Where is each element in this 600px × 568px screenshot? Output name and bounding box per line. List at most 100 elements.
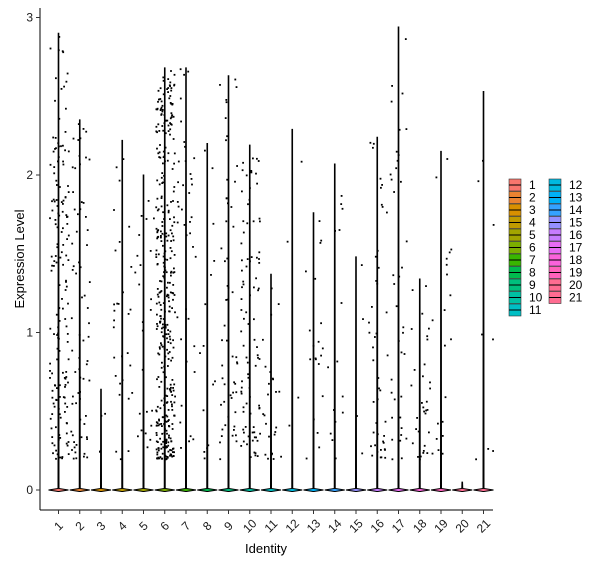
expression-point [158,130,161,132]
expression-point [53,260,56,262]
expression-point [168,335,171,338]
expression-point [173,162,175,165]
expression-point [160,100,163,103]
expression-point [64,318,67,320]
expression-point [173,73,176,76]
expression-point [160,176,163,179]
expression-point [258,262,261,264]
expression-point [233,381,235,384]
expression-point [192,246,194,248]
expression-point [60,251,63,254]
expression-point [64,411,66,413]
expression-point [55,313,58,316]
expression-point [189,173,192,175]
expression-point [445,263,448,266]
expression-point [156,107,159,110]
expression-point [321,395,324,398]
expression-point [155,421,158,424]
expression-point [232,225,235,228]
expression-point [160,290,163,292]
expression-point [66,72,69,75]
expression-point [242,231,245,234]
expression-point [157,123,160,126]
expression-point [446,273,448,276]
expression-point [162,371,165,374]
expression-point [173,84,175,87]
expression-point [162,211,164,214]
expression-point [67,441,70,443]
expression-point [65,285,68,288]
expression-point [54,137,57,139]
expression-point [82,339,85,342]
expression-point [172,451,174,453]
expression-point [225,299,228,301]
expression-point [51,264,53,267]
expression-point [168,436,170,439]
expression-point [219,441,221,444]
expression-point [247,203,249,206]
expression-point [391,85,393,87]
expression-point [384,449,386,451]
x-tick-label: 20 [453,516,473,536]
expression-point [56,226,59,229]
expression-point [190,178,193,180]
expression-point [305,457,308,460]
expression-point [377,377,380,379]
expression-point [164,132,167,135]
violin-13 [303,212,324,492]
expression-point [450,248,453,251]
expression-point [130,266,133,268]
expression-point [157,208,160,211]
expression-point [246,443,248,446]
expression-point [258,358,261,360]
expression-point [268,382,270,385]
expression-point [85,130,88,133]
expression-point [49,362,51,365]
expression-point [166,239,169,242]
expression-point [171,103,174,106]
expression-point [223,400,226,403]
expression-point [170,453,173,456]
expression-point [74,451,77,454]
expression-point [131,392,134,394]
legend-item-20: 20 [548,278,583,292]
expression-point [372,401,375,403]
expression-point [153,217,155,220]
expression-point [273,433,276,436]
legend-label: 17 [569,241,583,255]
expression-point [161,221,164,223]
expression-point [165,420,168,423]
expression-point [146,410,148,413]
expression-point [318,220,321,222]
expression-point [162,181,164,184]
expression-point [173,294,176,296]
expression-point [431,452,434,455]
expression-point [168,310,170,313]
expression-point [372,146,374,149]
expression-point [67,150,70,153]
expression-point [80,436,83,439]
expression-point [77,392,80,394]
expression-point [169,95,172,97]
expression-point [253,431,256,434]
expression-point [65,442,68,445]
expression-point [54,223,57,226]
expression-point [71,269,74,271]
expression-point [155,253,158,256]
legend-item-2: 2 [508,191,536,205]
x-tick-label: 7 [179,518,194,533]
violin-14 [324,163,345,492]
expression-point [62,203,64,205]
expression-point [166,323,169,326]
expression-point [122,158,125,160]
expression-point [157,89,160,92]
expression-point [173,271,176,273]
expression-point [156,457,158,460]
expression-point [52,452,54,455]
expression-point [166,337,168,340]
expression-point [171,394,174,396]
expression-point [384,456,387,459]
expression-point [75,444,78,446]
expression-point [55,77,57,80]
expression-point [62,307,64,310]
